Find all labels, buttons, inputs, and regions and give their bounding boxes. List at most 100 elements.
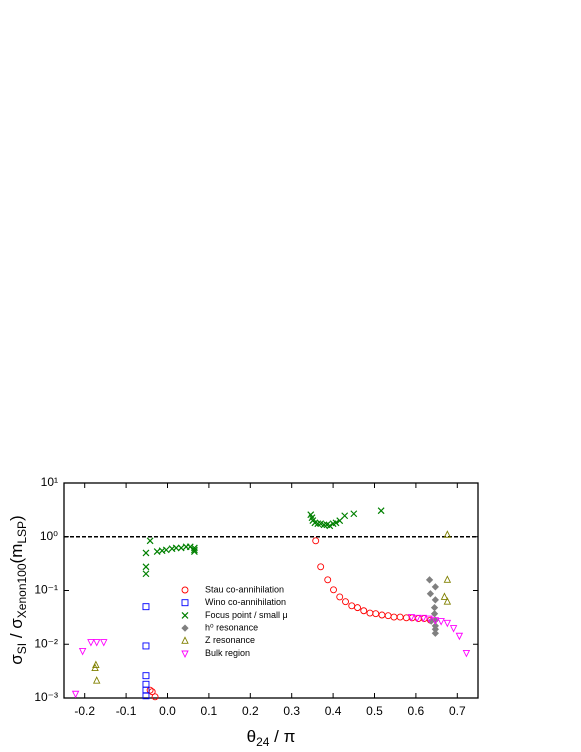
- y-tick-label: 10⁻¹: [34, 583, 58, 597]
- marker: [430, 610, 439, 618]
- legend-marker: [181, 650, 189, 659]
- legend-label: Stau co-annihilation: [205, 584, 284, 594]
- marker: [384, 612, 392, 620]
- marker: [142, 549, 150, 557]
- marker: [455, 632, 464, 641]
- legend-label: Wino co-annihilation: [205, 597, 286, 607]
- marker: [336, 593, 344, 601]
- marker: [449, 625, 458, 633]
- marker: [431, 596, 439, 604]
- marker: [326, 522, 334, 530]
- marker: [437, 618, 445, 626]
- marker: [407, 614, 416, 622]
- marker: [312, 537, 320, 545]
- marker: [78, 648, 87, 656]
- x-axis-label: θ24 / π: [247, 727, 296, 749]
- x-tick-label: 0.4: [325, 704, 342, 718]
- marker: [330, 586, 337, 594]
- marker: [142, 603, 150, 611]
- marker: [396, 613, 404, 621]
- x-tick-label: 0.0: [159, 704, 176, 718]
- x-tick-label: 0.5: [366, 704, 383, 718]
- marker: [142, 563, 150, 571]
- marker: [390, 613, 398, 621]
- x-label-part: θ: [247, 727, 256, 746]
- y-label-part: / σ: [7, 618, 26, 643]
- marker: [377, 507, 385, 515]
- marker: [142, 672, 150, 680]
- marker: [324, 576, 332, 584]
- y-tick-label: 10⁰: [40, 529, 58, 543]
- legend-marker: [181, 636, 189, 644]
- marker: [71, 690, 80, 699]
- y-label-sub: LSP: [15, 521, 29, 544]
- marker: [332, 519, 340, 527]
- y-tick-label: 10⁻²: [34, 636, 58, 650]
- legend-marker: [181, 611, 189, 619]
- x-tick-label: -0.1: [116, 704, 137, 718]
- x-tick-label: 0.1: [201, 704, 218, 718]
- marker: [320, 521, 328, 529]
- marker: [431, 629, 439, 637]
- y-label-part: (m: [7, 544, 26, 564]
- marker: [190, 546, 198, 554]
- marker: [146, 537, 154, 545]
- marker: [372, 610, 380, 618]
- marker: [360, 607, 368, 615]
- legend-marker: [181, 586, 189, 594]
- marker: [426, 590, 435, 598]
- x-tick-label: 0.6: [408, 704, 425, 718]
- marker: [151, 693, 159, 701]
- marker: [87, 639, 95, 647]
- y-label-sub: Xenon100: [15, 563, 29, 618]
- x-tick-label: 0.7: [449, 704, 466, 718]
- legend-label: h⁰ resonance: [205, 622, 258, 632]
- marker: [443, 597, 452, 605]
- y-axis-label: σSI / σXenon100(mLSP): [7, 515, 29, 664]
- marker: [341, 512, 349, 520]
- marker: [378, 611, 386, 619]
- y-tick-label: 10¹: [41, 475, 58, 489]
- marker: [317, 563, 325, 571]
- marker: [443, 575, 452, 583]
- marker: [419, 614, 428, 623]
- legend-label: Bulk region: [205, 648, 250, 658]
- marker: [172, 544, 180, 552]
- marker: [431, 617, 440, 625]
- marker: [162, 546, 170, 554]
- marker: [350, 510, 358, 518]
- marker: [177, 544, 185, 552]
- marker: [443, 530, 452, 538]
- legend-marker: [181, 624, 189, 632]
- x-label-part: / π: [269, 727, 295, 746]
- marker: [431, 583, 439, 591]
- marker: [462, 649, 471, 658]
- marker: [425, 615, 433, 624]
- x-tick-label: 0.2: [242, 704, 259, 718]
- legend-label: Z resonance: [205, 635, 255, 645]
- y-label-part: σ: [7, 654, 26, 665]
- y-label-part: ): [7, 515, 26, 521]
- marker: [92, 660, 100, 669]
- legend-marker: [181, 599, 189, 607]
- x-label-sub: 24: [256, 735, 270, 749]
- marker: [430, 603, 439, 612]
- marker: [142, 680, 150, 688]
- marker: [92, 676, 101, 684]
- x-tick-label: 0.3: [283, 704, 300, 718]
- y-label-sub: SI: [15, 643, 29, 654]
- marker: [443, 619, 452, 628]
- marker: [342, 598, 349, 606]
- marker: [100, 639, 108, 647]
- marker: [190, 548, 198, 555]
- marker: [348, 602, 356, 610]
- marker: [366, 609, 374, 617]
- marker: [142, 692, 150, 700]
- marker: [142, 642, 150, 650]
- marker: [146, 686, 154, 694]
- marker: [440, 592, 449, 600]
- y-tick-label: 10⁻³: [34, 690, 58, 704]
- marker: [425, 576, 434, 584]
